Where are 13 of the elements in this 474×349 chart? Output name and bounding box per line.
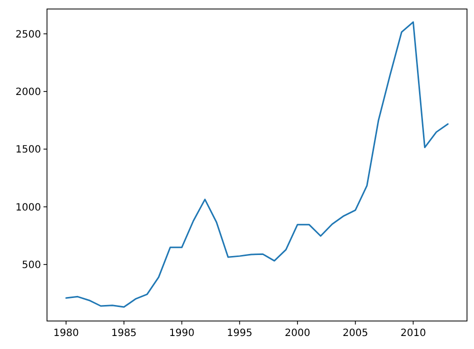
- x-tick-label: 1985: [111, 328, 137, 339]
- x-tick-label: 2005: [342, 328, 368, 339]
- y-tick-label: 2000: [16, 86, 41, 98]
- y-tick-label: 1000: [16, 202, 41, 214]
- x-tick-label: 1980: [53, 328, 79, 339]
- x-tick-label: 1990: [169, 328, 195, 339]
- y-tick-label: 1500: [16, 144, 41, 156]
- y-tick-label: 2500: [16, 29, 41, 40]
- y-tick-label: 500: [22, 260, 41, 271]
- x-tick-label: 2010: [400, 328, 426, 339]
- line-series: [65, 21, 449, 308]
- x-tick-label: 1995: [226, 328, 252, 339]
- x-tick-label: 2000: [284, 328, 310, 339]
